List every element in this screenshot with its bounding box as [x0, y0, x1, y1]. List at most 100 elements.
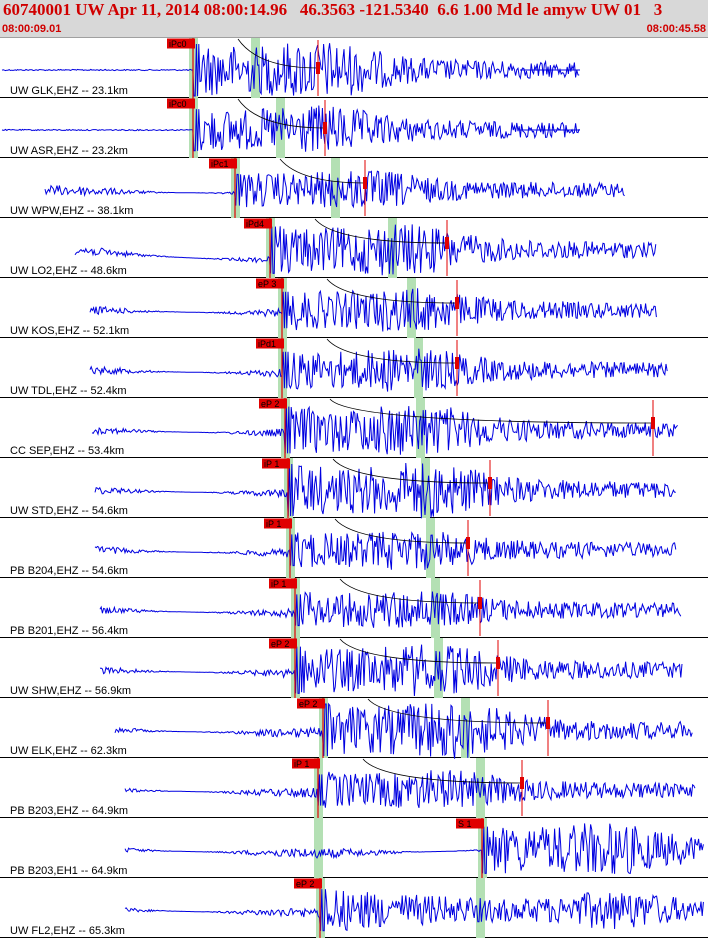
- coda-curve: [339, 638, 499, 664]
- trace-row[interactable]: iPc0 UW ASR,EHZ -- 23.2km: [0, 98, 708, 158]
- trace-row[interactable]: iPd4 UW LO2,EHZ -- 48.6km: [0, 218, 708, 278]
- coda-curve: [329, 398, 654, 424]
- amplitude-marker-tick: [478, 597, 482, 609]
- pick-label: iPc1: [211, 159, 229, 169]
- coda-curve: [339, 578, 481, 604]
- station-label: PB B204,EHZ -- 54.6km: [10, 565, 128, 577]
- trace-row[interactable]: iP 1 PB B201,EHZ -- 56.4km: [0, 578, 708, 638]
- pick-label-box[interactable]: [167, 38, 195, 49]
- pick-label: iP 1: [266, 519, 281, 529]
- coda-window-band: [414, 338, 423, 398]
- amplitude-marker-tick: [488, 477, 492, 489]
- waveform: [124, 770, 696, 809]
- pick-label-box[interactable]: [269, 638, 297, 649]
- station-label: UW WPW,EHZ -- 38.1km: [10, 205, 133, 217]
- pick-label-box[interactable]: [167, 98, 195, 109]
- coda-curve: [237, 38, 319, 69]
- waveform: [91, 405, 678, 455]
- amplitude-marker-tick: [520, 777, 524, 789]
- pick-label-box[interactable]: [294, 878, 322, 889]
- pick-label: iPd1: [258, 339, 276, 349]
- amplitude-marker-tick: [651, 417, 655, 429]
- pick-label-box[interactable]: [256, 278, 284, 289]
- pick-label: eP 2: [271, 639, 289, 649]
- coda-curve: [334, 518, 469, 544]
- waveform: [94, 531, 677, 570]
- amplitude-marker-tick: [363, 177, 367, 189]
- pick-label-box[interactable]: [264, 518, 292, 529]
- pick-label: eP 2: [261, 399, 279, 409]
- pick-label-box[interactable]: [269, 578, 297, 589]
- pick-label-box[interactable]: [262, 458, 290, 469]
- station-label: UW ELK,EHZ -- 62.3km: [10, 745, 127, 757]
- waveform: [74, 224, 657, 276]
- waveform: [99, 591, 682, 628]
- coda-window-band: [251, 38, 260, 98]
- station-label: UW TDL,EHZ -- 52.4km: [10, 385, 127, 397]
- trace-row[interactable]: S 1 PB B203,EH1 -- 64.9km: [0, 818, 708, 878]
- station-label: UW LO2,EHZ -- 48.6km: [10, 265, 127, 277]
- trace-row[interactable]: iP 1 PB B203,EHZ -- 64.9km: [0, 758, 708, 818]
- station-label: UW KOS,EHZ -- 52.1km: [10, 325, 129, 337]
- coda-window-band: [421, 458, 430, 518]
- seismogram-panel[interactable]: iPc0 UW GLK,EHZ -- 23.1km iPc0 UW ASR,EHZ -…: [0, 38, 708, 938]
- trace-row[interactable]: iPc1 UW WPW,EHZ -- 38.1km: [0, 158, 708, 218]
- pick-label-box[interactable]: [256, 338, 284, 349]
- station-label: UW ASR,EHZ -- 23.2km: [10, 145, 128, 157]
- station-label: UW STD,EHZ -- 54.6km: [10, 505, 128, 517]
- pick-label: iP 1: [264, 459, 279, 469]
- waveform: [1, 43, 580, 97]
- waveform: [89, 348, 668, 392]
- coda-window-band: [314, 818, 323, 878]
- station-label: PB B201,EHZ -- 56.4km: [10, 625, 128, 637]
- pick-label: eP 2: [299, 699, 317, 709]
- pick-label-box[interactable]: [297, 698, 325, 709]
- pick-label: iP 1: [294, 759, 309, 769]
- trace-row[interactable]: eP 2 CC SEP,EHZ -- 53.4km: [0, 398, 708, 458]
- trace-row[interactable]: iP 1 PB B204,EHZ -- 54.6km: [0, 518, 708, 578]
- pick-label: eP 2: [296, 879, 314, 889]
- amplitude-marker-tick: [455, 297, 459, 309]
- coda-window-band: [331, 158, 340, 218]
- pick-label: iPc0: [169, 99, 187, 109]
- end-time-label: 08:00:45.58: [646, 23, 706, 35]
- trace-row[interactable]: iPc0 UW GLK,EHZ -- 23.1km: [0, 38, 708, 98]
- trace-row[interactable]: iP 1 UW STD,EHZ -- 54.6km: [0, 458, 708, 519]
- waveform: [99, 644, 683, 697]
- trace-row[interactable]: iPd1 UW TDL,EHZ -- 52.4km: [0, 338, 708, 398]
- start-time-label: 08:00:09.01: [2, 23, 62, 35]
- waveform: [114, 702, 693, 759]
- amplitude-marker-tick: [546, 717, 550, 729]
- coda-curve: [362, 758, 523, 784]
- event-title: 60740001 UW Apr 11, 2014 08:00:14.96 46.…: [3, 0, 663, 19]
- waveform: [94, 462, 676, 519]
- amplitude-marker-tick: [316, 62, 320, 74]
- pick-label: iP 1: [271, 579, 286, 589]
- pick-label: iPd4: [246, 219, 264, 229]
- pick-label-box[interactable]: [292, 758, 320, 769]
- coda-curve: [326, 338, 458, 364]
- amplitude-marker-tick: [445, 237, 449, 249]
- station-label: PB B203,EHZ -- 64.9km: [10, 805, 128, 817]
- amplitude-marker-tick: [455, 357, 459, 369]
- pick-label: S 1: [458, 819, 472, 829]
- coda-window-band: [461, 698, 470, 758]
- amplitude-marker-tick: [323, 122, 327, 134]
- trace-row[interactable]: eP 2 UW ELK,EHZ -- 62.3km: [0, 698, 708, 759]
- pick-label-box[interactable]: [244, 218, 272, 229]
- pick-label: eP 3: [258, 279, 276, 289]
- waveform: [44, 170, 625, 209]
- pick-label-box[interactable]: [456, 818, 484, 829]
- waveform: [124, 889, 704, 932]
- coda-curve: [367, 698, 549, 724]
- trace-row[interactable]: eP 2 UW SHW,EHZ -- 56.9km: [0, 638, 708, 698]
- station-label: UW SHW,EHZ -- 56.9km: [10, 685, 131, 697]
- coda-curve: [237, 98, 326, 129]
- coda-curve: [326, 278, 458, 304]
- pick-label-box[interactable]: [209, 158, 237, 169]
- trace-row[interactable]: eP 3 UW KOS,EHZ -- 52.1km: [0, 278, 708, 338]
- station-label: UW FL2,EHZ -- 65.3km: [10, 925, 125, 937]
- pick-label-box[interactable]: [259, 398, 287, 409]
- trace-row[interactable]: eP 2 UW FL2,EHZ -- 65.3km: [0, 878, 708, 938]
- waveform: [1, 105, 580, 152]
